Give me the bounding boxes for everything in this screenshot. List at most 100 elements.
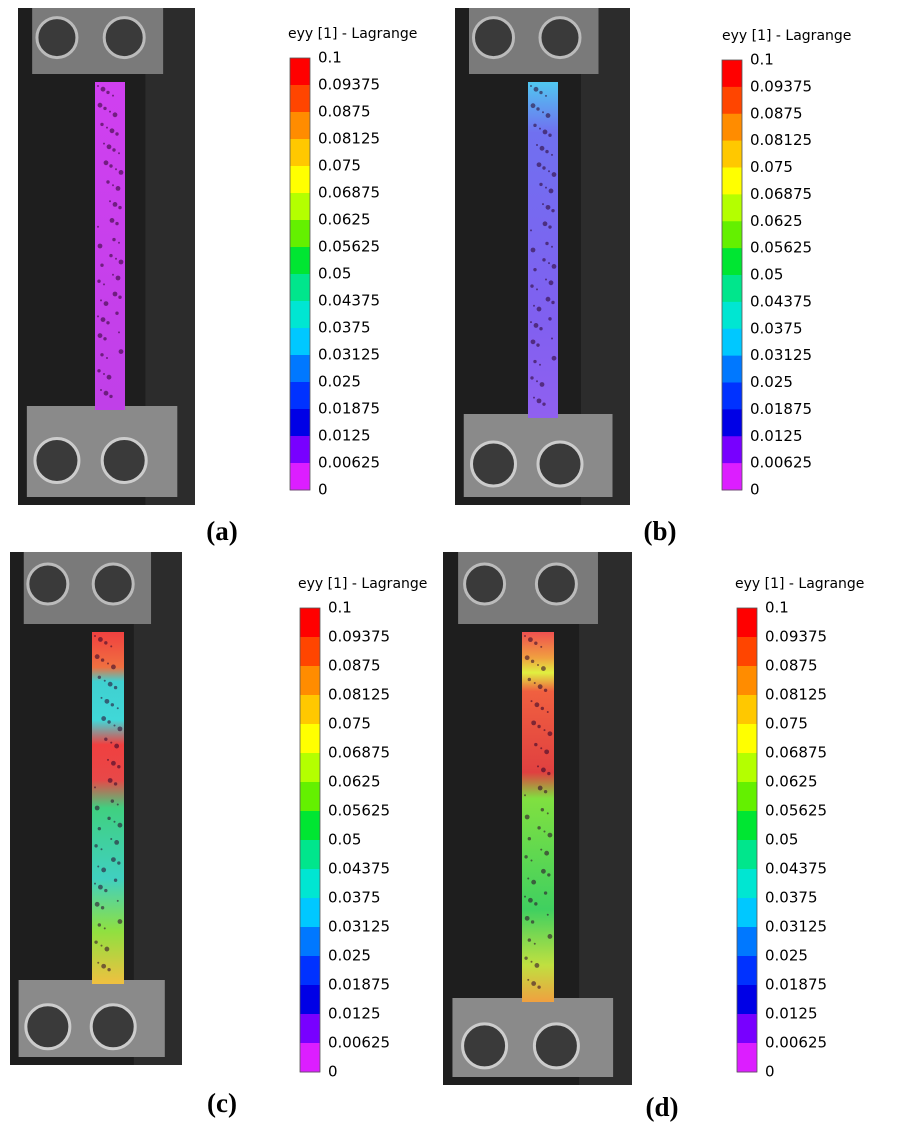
colorbar-tick-label: 0.04375: [750, 292, 812, 310]
colorbar-segment: [722, 463, 742, 491]
colorbar-segment: [300, 985, 320, 1015]
speckle: [531, 981, 537, 986]
speckle: [100, 658, 105, 662]
speckle: [100, 263, 104, 267]
speckle: [103, 142, 105, 145]
speckle: [110, 799, 115, 803]
speckle: [527, 978, 530, 981]
colorbar-tick-label: 0.0125: [750, 427, 803, 445]
speckle: [100, 848, 103, 851]
speckle: [551, 172, 557, 177]
speckle: [530, 960, 533, 963]
colorbar-segment: [737, 869, 757, 899]
speckle: [541, 767, 546, 773]
speckle: [112, 202, 118, 207]
speckle: [98, 884, 103, 890]
speckle: [540, 645, 543, 648]
colorbar-tick-label: 0.0625: [765, 773, 818, 791]
colorbar-tick-label: 0.08125: [318, 130, 380, 148]
speckle: [548, 317, 552, 321]
speckle: [539, 127, 541, 130]
speckle: [542, 402, 546, 406]
speckle: [115, 186, 121, 191]
colorbar-tick-label: 0.025: [765, 947, 808, 965]
speckle: [118, 205, 122, 210]
colorbar-tick-label: 0.0375: [750, 319, 803, 337]
colorbar-tick-label: 0.05625: [328, 802, 390, 820]
speckle: [109, 218, 115, 223]
colorbar-tick-label: 0.075: [328, 715, 371, 733]
speckle: [103, 301, 109, 306]
colorbar-segment: [737, 782, 757, 812]
speckle: [94, 786, 96, 789]
speckle: [106, 126, 108, 129]
colorbar-title: eyy [1] - Lagrange: [735, 576, 864, 592]
speckle: [110, 837, 113, 840]
speckle: [536, 162, 542, 168]
speckle: [533, 267, 537, 272]
speckle: [548, 170, 550, 173]
speckle: [117, 919, 123, 924]
colorbar-tick-label: 0: [765, 1063, 775, 1081]
speckle: [547, 731, 553, 737]
speckle: [530, 284, 534, 288]
colorbar-segment: [722, 248, 742, 276]
speckle: [94, 635, 96, 637]
speckle: [528, 897, 533, 903]
speckle: [524, 915, 530, 921]
speckle: [110, 703, 115, 707]
colorbar-tick-label: 0.09375: [765, 628, 827, 646]
panel: eyy [1] - Lagrange 0.1 0.09375 0.0875 0.0812…: [18, 8, 417, 546]
colorbar-segment: [290, 436, 310, 464]
speckle: [112, 94, 114, 97]
colorbar-tick-label: 0.05: [750, 266, 783, 284]
panel: eyy [1] - Lagrange 0.1 0.09375 0.0875 0.0812…: [10, 552, 427, 1118]
speckle: [100, 317, 106, 322]
colorbar-segment: [722, 436, 742, 464]
speckle: [118, 241, 120, 244]
speckle: [537, 663, 539, 666]
colorbar-tick-label: 0.05: [328, 831, 361, 849]
colorbar-segment: [737, 637, 757, 667]
speckle: [101, 716, 107, 721]
speckle: [524, 635, 526, 637]
speckle: [118, 259, 124, 265]
colorbar-segment: [300, 695, 320, 725]
speckle: [111, 760, 116, 766]
speckle: [106, 374, 112, 380]
speckle: [536, 144, 538, 147]
speckle: [543, 830, 546, 833]
panel-label: (d): [646, 1092, 679, 1122]
speckle: [100, 944, 103, 947]
speckle: [115, 311, 119, 315]
speckle: [530, 920, 535, 924]
speckle: [530, 103, 536, 109]
colorbar-segment: [290, 409, 310, 437]
photo-shadow: [133, 552, 182, 1065]
speckle: [543, 729, 546, 732]
speckle: [551, 245, 553, 248]
colorbar-segment: [722, 355, 742, 383]
colorbar-tick-label: 0.01875: [328, 976, 390, 994]
speckle: [97, 279, 101, 283]
colorbar-segment: [737, 811, 757, 841]
colorbar-segment: [300, 811, 320, 841]
speckle: [530, 376, 534, 380]
panel: eyy [1] - Lagrange 0.1 0.09375 0.0875 0.0812…: [443, 552, 864, 1122]
colorbar-segment: [290, 301, 310, 329]
colorbar-segment: [300, 956, 320, 986]
speckle: [97, 826, 102, 831]
speckle: [536, 288, 538, 291]
colorbar-tick-label: 0.08125: [328, 686, 390, 704]
speckle: [524, 956, 528, 960]
colorbar-tick-label: 0.075: [765, 715, 808, 733]
colorbar-tick-label: 0.01875: [318, 400, 380, 418]
speckle: [97, 85, 99, 87]
bolt: [100, 436, 148, 484]
speckle: [94, 654, 100, 660]
colorbar-segment: [722, 221, 742, 249]
colorbar-segment: [722, 167, 742, 195]
speckle: [540, 706, 545, 711]
colorbar-tick-label: 0.025: [328, 947, 371, 965]
colorbar-tick-label: 0.0875: [750, 104, 803, 122]
